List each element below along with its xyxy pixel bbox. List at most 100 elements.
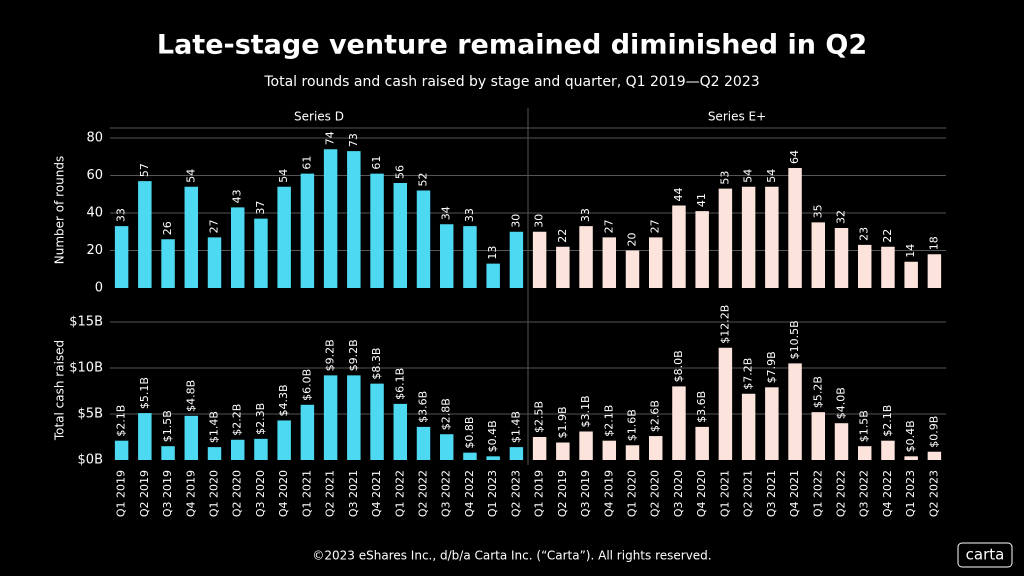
bar — [370, 173, 384, 288]
bar — [927, 451, 942, 460]
x-tick-label: Q3 2022 — [440, 470, 453, 517]
value-label: 54 — [184, 169, 197, 183]
value-label: 20 — [626, 233, 639, 247]
bar — [323, 149, 338, 288]
logo-box — [957, 542, 1013, 568]
bar — [161, 446, 175, 460]
value-label: 26 — [161, 221, 174, 235]
value-label: 56 — [393, 165, 406, 179]
bar — [881, 440, 895, 460]
value-label: 14 — [904, 244, 917, 258]
x-tick-label: Q2 2021 — [324, 470, 337, 517]
value-label: 33 — [115, 208, 128, 222]
value-label: 53 — [718, 171, 731, 185]
value-label: $9.2B — [324, 339, 337, 371]
bar — [811, 222, 826, 288]
panel-title: Series D — [294, 110, 344, 124]
x-tick-label: Q1 2019 — [533, 470, 546, 517]
bar — [300, 404, 315, 460]
bar — [184, 415, 199, 460]
bar — [254, 218, 268, 288]
bar — [927, 254, 942, 288]
bar — [556, 246, 570, 288]
bar — [207, 447, 222, 460]
bar — [370, 383, 384, 460]
x-tick-label: Q1 2023 — [486, 470, 499, 517]
y2-axis-title: Total cash raised — [53, 340, 67, 441]
value-label: 30 — [509, 214, 522, 228]
value-label: 41 — [695, 193, 708, 207]
bar — [765, 186, 779, 288]
bar — [695, 211, 709, 288]
value-label: $1.9B — [556, 406, 569, 438]
bar — [811, 412, 826, 460]
bar — [602, 237, 617, 288]
value-label: 64 — [788, 150, 801, 164]
x-tick-label: Q1 2021 — [718, 470, 731, 517]
x-tick-label: Q2 2023 — [509, 470, 522, 517]
y2-tick-label: $0B — [78, 453, 103, 468]
y2-tick-label: $15B — [69, 315, 103, 330]
value-label: $0.4B — [486, 420, 499, 452]
value-label: $1.5B — [858, 410, 871, 442]
value-label: $2.1B — [602, 405, 615, 437]
value-label: $2.5B — [533, 401, 546, 433]
value-label: $8.0B — [672, 350, 685, 382]
value-label: $0.4B — [904, 420, 917, 452]
value-label: $0.9B — [927, 416, 940, 448]
value-label: 43 — [231, 189, 244, 203]
logo: carta — [966, 546, 1005, 564]
bar — [579, 431, 593, 460]
panel-title: Series E+ — [708, 110, 766, 124]
bar — [509, 447, 524, 460]
x-tick-label: Q1 2023 — [904, 470, 917, 517]
y-axis-title: Number of rounds — [53, 156, 67, 265]
x-tick-label: Q4 2020 — [695, 470, 708, 517]
value-label: $1.4B — [509, 411, 522, 443]
x-tick-label: Q3 2020 — [254, 470, 267, 517]
value-label: 74 — [324, 131, 337, 145]
chart-subtitle: Total rounds and cash raised by stage an… — [263, 74, 759, 90]
x-tick-label: Q4 2021 — [370, 470, 383, 517]
x-tick-label: Q2 2020 — [231, 470, 244, 517]
bar — [347, 151, 361, 288]
value-label: 33 — [579, 208, 592, 222]
bar — [439, 224, 454, 288]
bar — [463, 226, 477, 288]
bar — [857, 446, 872, 460]
value-label: $0.8B — [463, 417, 476, 449]
bar — [393, 183, 408, 288]
value-label: $3.1B — [579, 395, 592, 427]
value-label: $4.8B — [184, 380, 197, 412]
value-label: $2.1B — [881, 405, 894, 437]
value-label: 27 — [649, 219, 662, 233]
x-tick-label: Q3 2022 — [858, 470, 871, 517]
value-label: 61 — [370, 156, 383, 170]
x-tick-label: Q3 2019 — [161, 470, 174, 517]
chart-title: Late-stage venture remained diminished i… — [157, 30, 867, 61]
value-label: $9.2B — [347, 339, 360, 371]
bar — [532, 437, 547, 460]
value-label: 30 — [533, 214, 546, 228]
value-label: 22 — [556, 229, 569, 243]
bar — [161, 239, 175, 288]
value-label: $1.4B — [208, 411, 221, 443]
y2-tick-label: $10B — [69, 361, 103, 376]
x-tick-label: Q2 2019 — [138, 470, 151, 517]
bar — [277, 186, 291, 288]
x-tick-label: Q4 2022 — [881, 470, 894, 517]
x-tick-label: Q1 2022 — [393, 470, 406, 517]
x-tick-label: Q2 2019 — [556, 470, 569, 517]
x-tick-label: Q1 2020 — [208, 470, 221, 517]
footer: ©2023 eShares Inc., d/b/a Carta Inc. (“C… — [312, 549, 711, 563]
bar — [788, 363, 802, 460]
bar — [486, 456, 500, 460]
bar — [416, 426, 431, 460]
value-label: $7.9B — [765, 351, 778, 383]
x-tick-label: Q2 2021 — [742, 470, 755, 517]
bar — [602, 440, 617, 460]
bar — [834, 423, 849, 460]
x-tick-label: Q3 2021 — [347, 470, 360, 517]
value-label: $3.6B — [417, 391, 430, 423]
bar — [741, 186, 756, 288]
